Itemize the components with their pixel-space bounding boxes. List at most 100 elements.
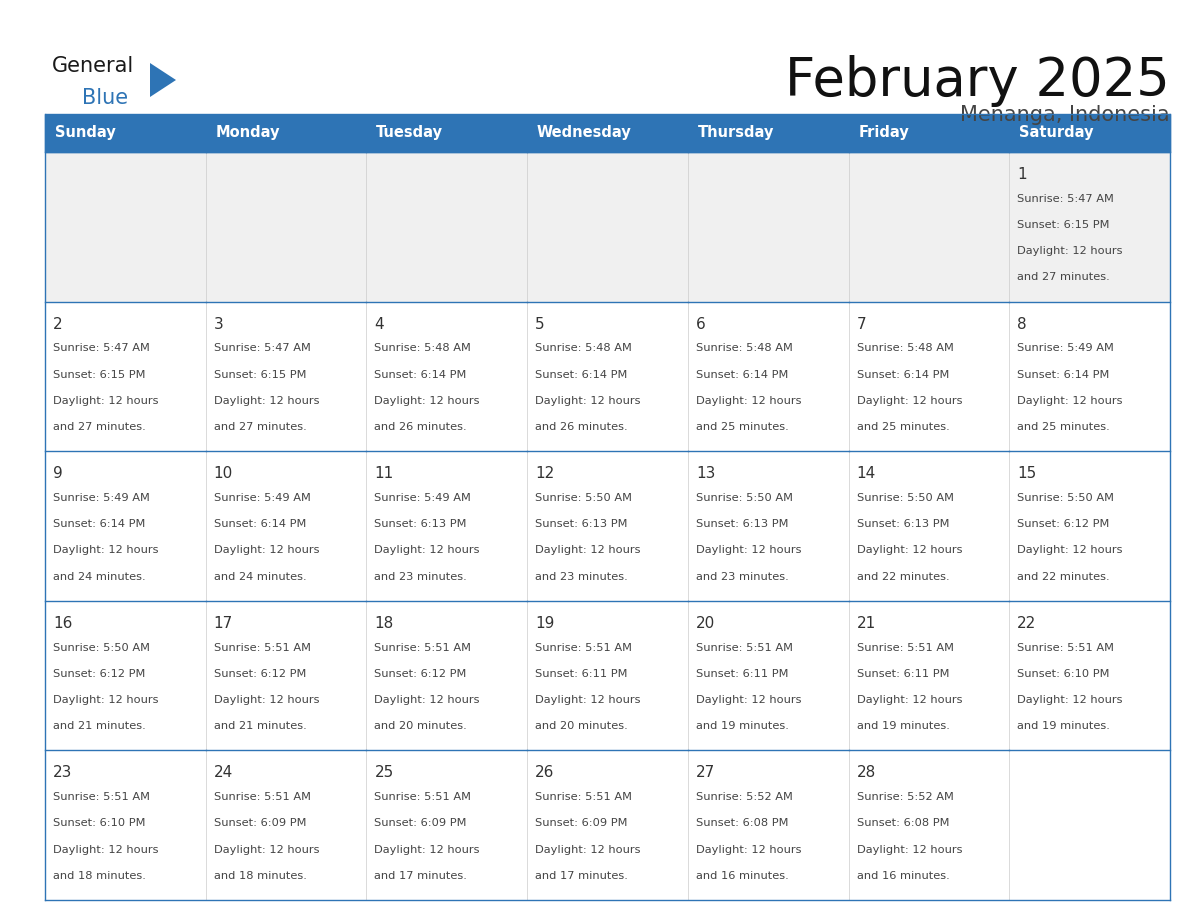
Text: Sunset: 6:09 PM: Sunset: 6:09 PM (374, 819, 467, 828)
Text: Thursday: Thursday (697, 126, 773, 140)
Text: 21: 21 (857, 616, 876, 631)
Text: 14: 14 (857, 466, 876, 481)
Text: 1: 1 (1017, 167, 1026, 182)
Text: 19: 19 (535, 616, 555, 631)
Bar (206, 152, 366, 302)
Text: Sunrise: 5:51 AM: Sunrise: 5:51 AM (1017, 643, 1114, 653)
Text: Sunset: 6:09 PM: Sunset: 6:09 PM (535, 819, 627, 828)
Bar (848, 152, 1010, 302)
Text: Sunrise: 5:51 AM: Sunrise: 5:51 AM (535, 643, 632, 653)
Text: and 27 minutes.: and 27 minutes. (1017, 273, 1110, 283)
Text: 18: 18 (374, 616, 393, 631)
Text: Friday: Friday (858, 126, 909, 140)
Text: Daylight: 12 hours: Daylight: 12 hours (1017, 396, 1123, 406)
Bar (688, 452, 848, 600)
Bar (848, 114, 1010, 152)
Text: General: General (52, 56, 134, 76)
Text: Daylight: 12 hours: Daylight: 12 hours (1017, 246, 1123, 256)
Text: 20: 20 (696, 616, 715, 631)
Bar (688, 750, 848, 900)
Text: Tuesday: Tuesday (377, 126, 443, 140)
Text: Daylight: 12 hours: Daylight: 12 hours (535, 695, 640, 705)
Text: 7: 7 (857, 317, 866, 331)
Text: Daylight: 12 hours: Daylight: 12 hours (535, 545, 640, 555)
Text: Sunset: 6:14 PM: Sunset: 6:14 PM (53, 520, 145, 530)
Text: 22: 22 (1017, 616, 1037, 631)
Text: Sunset: 6:14 PM: Sunset: 6:14 PM (857, 370, 949, 380)
Bar (1010, 152, 1170, 302)
Text: Sunset: 6:12 PM: Sunset: 6:12 PM (214, 669, 307, 679)
Text: Sunday: Sunday (55, 126, 115, 140)
Text: Daylight: 12 hours: Daylight: 12 hours (535, 396, 640, 406)
Bar (1010, 114, 1170, 152)
Bar (527, 600, 688, 750)
Text: 3: 3 (214, 317, 223, 331)
Text: and 23 minutes.: and 23 minutes. (696, 572, 789, 582)
Text: 6: 6 (696, 317, 706, 331)
Text: Sunrise: 5:49 AM: Sunrise: 5:49 AM (1017, 343, 1114, 353)
Text: Sunrise: 5:50 AM: Sunrise: 5:50 AM (53, 643, 150, 653)
Text: and 18 minutes.: and 18 minutes. (53, 871, 146, 881)
Text: Sunset: 6:12 PM: Sunset: 6:12 PM (374, 669, 467, 679)
Bar (527, 750, 688, 900)
Text: Sunrise: 5:51 AM: Sunrise: 5:51 AM (535, 792, 632, 802)
Bar (527, 302, 688, 452)
Bar (848, 750, 1010, 900)
Text: and 27 minutes.: and 27 minutes. (53, 422, 146, 432)
Text: Sunrise: 5:51 AM: Sunrise: 5:51 AM (857, 643, 954, 653)
Bar (366, 750, 527, 900)
Text: and 25 minutes.: and 25 minutes. (696, 422, 789, 432)
Bar (206, 600, 366, 750)
Text: Sunrise: 5:51 AM: Sunrise: 5:51 AM (214, 643, 311, 653)
Text: and 26 minutes.: and 26 minutes. (374, 422, 467, 432)
Text: and 16 minutes.: and 16 minutes. (696, 871, 789, 881)
Text: and 27 minutes.: and 27 minutes. (214, 422, 307, 432)
Text: Daylight: 12 hours: Daylight: 12 hours (374, 695, 480, 705)
Bar (45, 600, 206, 750)
Bar (45, 750, 206, 900)
Bar (366, 152, 527, 302)
Text: Sunset: 6:11 PM: Sunset: 6:11 PM (696, 669, 789, 679)
Text: and 26 minutes.: and 26 minutes. (535, 422, 627, 432)
Text: Sunset: 6:11 PM: Sunset: 6:11 PM (857, 669, 949, 679)
Text: Sunset: 6:10 PM: Sunset: 6:10 PM (53, 819, 146, 828)
Text: Sunrise: 5:47 AM: Sunrise: 5:47 AM (214, 343, 310, 353)
Text: Daylight: 12 hours: Daylight: 12 hours (857, 545, 962, 555)
Text: Sunrise: 5:52 AM: Sunrise: 5:52 AM (696, 792, 792, 802)
Text: 28: 28 (857, 766, 876, 780)
Text: Sunrise: 5:51 AM: Sunrise: 5:51 AM (214, 792, 311, 802)
Text: Daylight: 12 hours: Daylight: 12 hours (53, 845, 158, 855)
Text: Sunrise: 5:51 AM: Sunrise: 5:51 AM (374, 643, 472, 653)
Polygon shape (150, 63, 176, 97)
Text: Sunset: 6:13 PM: Sunset: 6:13 PM (696, 520, 789, 530)
Text: Sunrise: 5:48 AM: Sunrise: 5:48 AM (696, 343, 792, 353)
Text: Sunset: 6:08 PM: Sunset: 6:08 PM (696, 819, 789, 828)
Bar (1010, 600, 1170, 750)
Text: 24: 24 (214, 766, 233, 780)
Text: and 22 minutes.: and 22 minutes. (1017, 572, 1110, 582)
Bar (688, 600, 848, 750)
Text: Sunset: 6:15 PM: Sunset: 6:15 PM (53, 370, 146, 380)
Text: and 24 minutes.: and 24 minutes. (53, 572, 146, 582)
Text: Sunrise: 5:50 AM: Sunrise: 5:50 AM (696, 493, 792, 503)
Text: 2: 2 (53, 317, 63, 331)
Text: 26: 26 (535, 766, 555, 780)
Text: Wednesday: Wednesday (537, 126, 632, 140)
Text: Sunset: 6:13 PM: Sunset: 6:13 PM (857, 520, 949, 530)
Text: Sunset: 6:14 PM: Sunset: 6:14 PM (374, 370, 467, 380)
Text: Saturday: Saturday (1019, 126, 1093, 140)
Text: and 20 minutes.: and 20 minutes. (374, 722, 467, 732)
Text: Sunset: 6:14 PM: Sunset: 6:14 PM (1017, 370, 1110, 380)
Bar (688, 114, 848, 152)
Bar (206, 452, 366, 600)
Text: Daylight: 12 hours: Daylight: 12 hours (1017, 545, 1123, 555)
Text: February 2025: February 2025 (785, 55, 1170, 107)
Text: Sunrise: 5:49 AM: Sunrise: 5:49 AM (214, 493, 310, 503)
Text: 9: 9 (53, 466, 63, 481)
Bar (366, 114, 527, 152)
Bar (45, 452, 206, 600)
Bar (688, 302, 848, 452)
Bar (1010, 302, 1170, 452)
Text: and 23 minutes.: and 23 minutes. (374, 572, 467, 582)
Text: Daylight: 12 hours: Daylight: 12 hours (857, 845, 962, 855)
